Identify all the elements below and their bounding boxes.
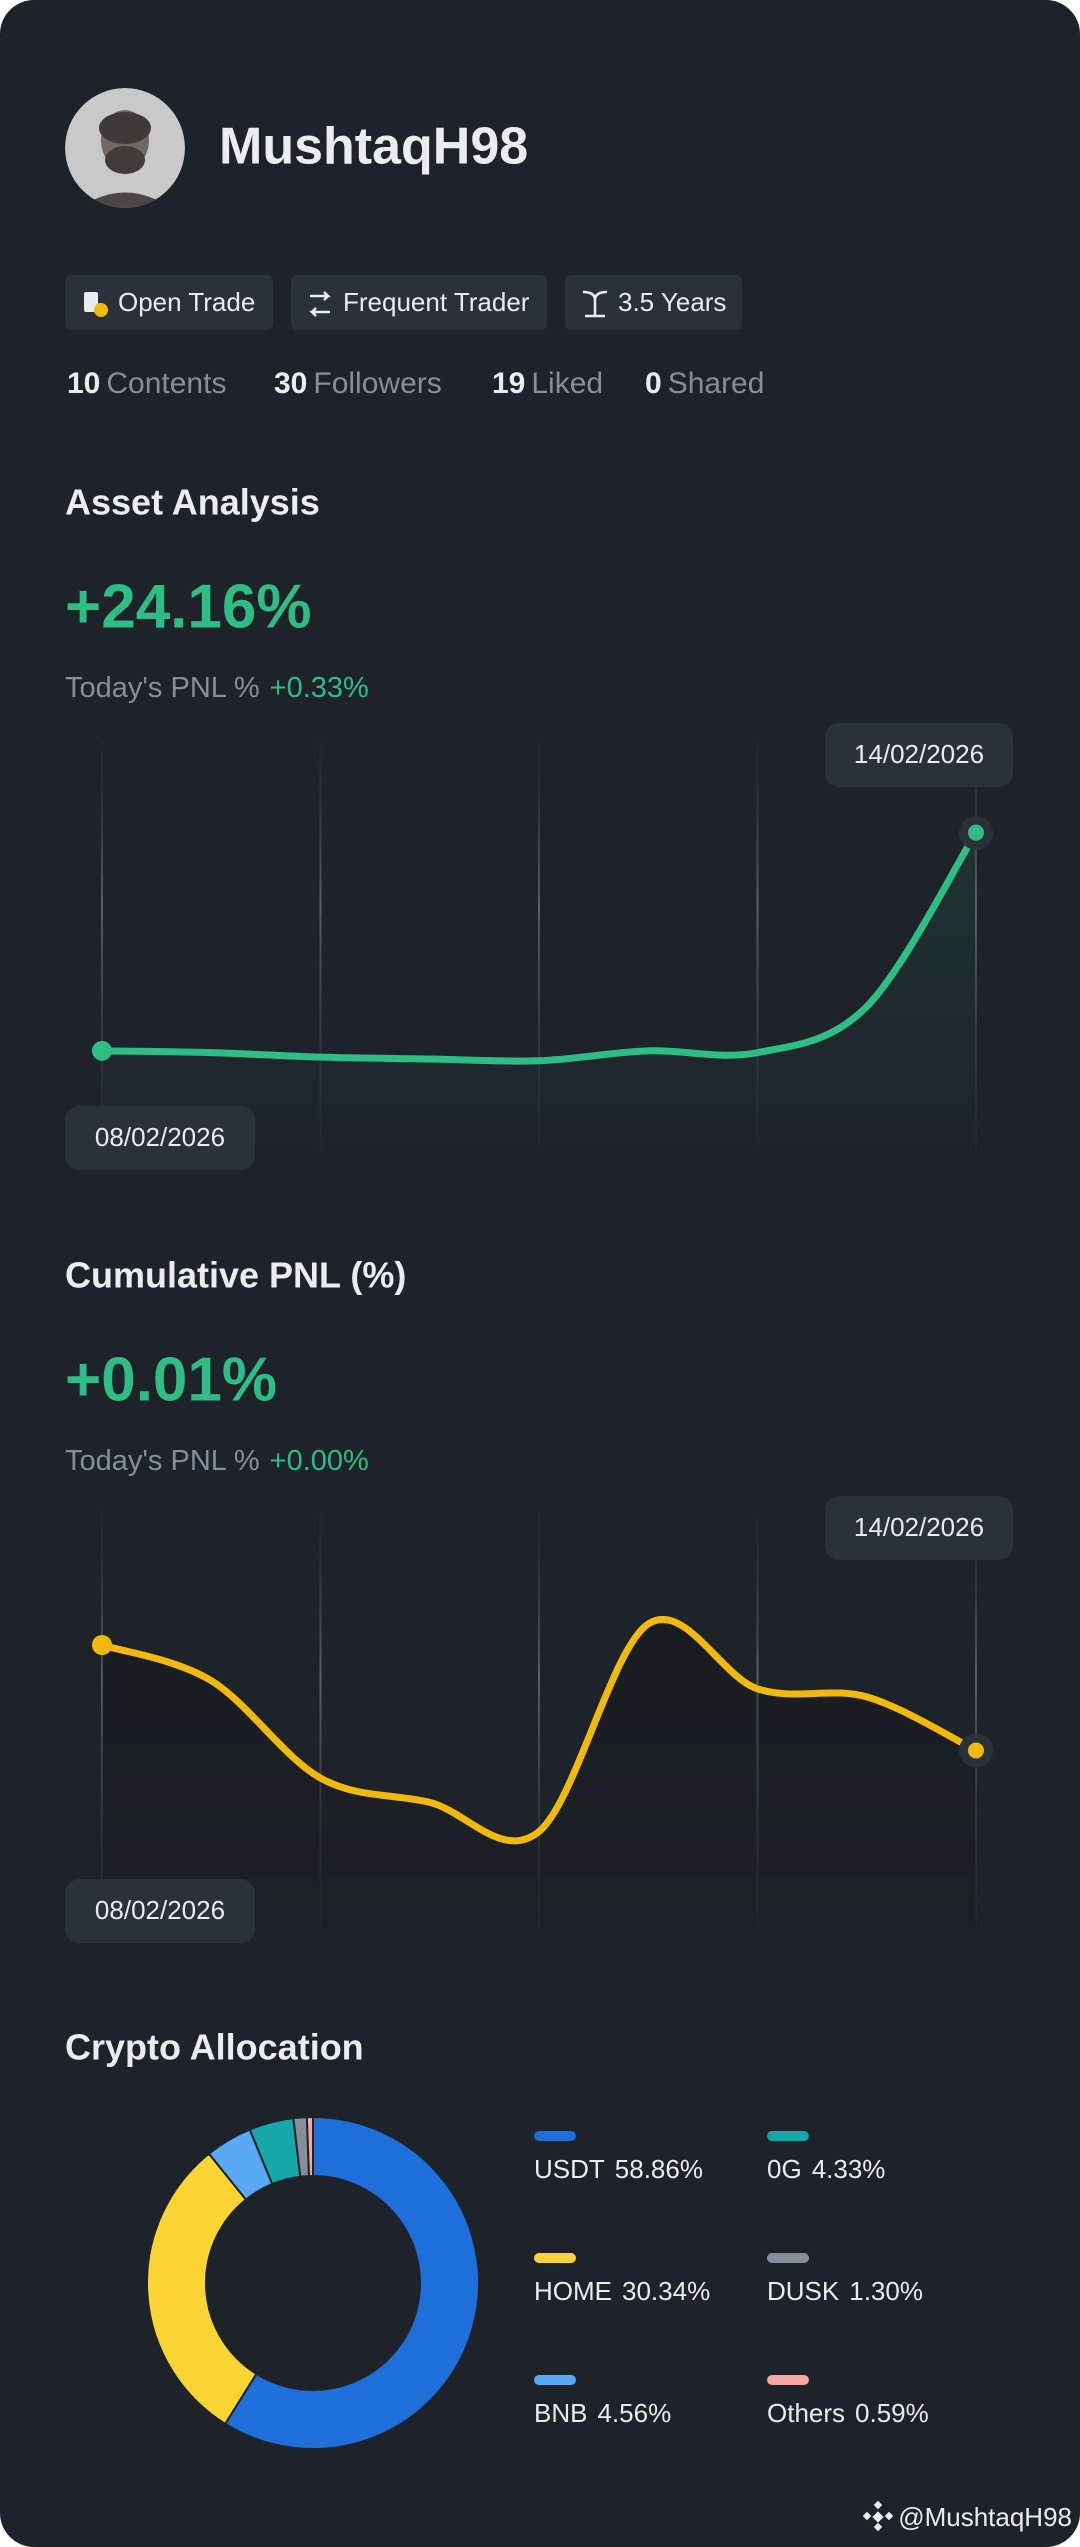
headline-value: +24.16% <box>65 572 312 641</box>
section-title: Crypto Allocation <box>65 2027 364 2068</box>
legend-name: 0G <box>767 2154 802 2184</box>
section-title: Asset Analysis <box>65 482 320 523</box>
legend-entry: HOME 30.34% <box>534 2276 710 2306</box>
tooltip-date: 14/02/2026 <box>854 739 984 769</box>
avatar <box>65 88 185 208</box>
todays-pnl: Today's PNL % +0.33% <box>65 672 369 704</box>
tag: 3.5 Years <box>565 275 742 330</box>
stat-count: 19 <box>492 367 525 400</box>
legend-value: 30.34% <box>622 2276 710 2306</box>
headline-value: +0.01% <box>65 1345 277 1414</box>
tooltip-date: 08/02/2026 <box>95 1122 225 1152</box>
tooltip-box <box>825 1496 1013 1560</box>
line <box>98 1615 980 1845</box>
legend-name: DUSK <box>767 2276 840 2306</box>
stat-count: 30 <box>274 367 307 400</box>
stat: 0 Shared <box>645 367 764 400</box>
stat-count: 0 <box>645 367 662 400</box>
pnl-value: +0.00% <box>270 1445 369 1477</box>
section-title: Cumulative PNL (%) <box>65 1255 406 1296</box>
legend-swatch <box>534 2375 576 2385</box>
legend-swatch <box>767 2253 809 2263</box>
tooltip-date: 08/02/2026 <box>95 1895 225 1925</box>
grid-line <box>538 739 540 1153</box>
footer-logo <box>862 2500 894 2532</box>
tooltip-box <box>65 1106 255 1170</box>
legend-entry: Others 0.59% <box>767 2398 929 2428</box>
pnl-label: Today's PNL % <box>65 1445 260 1477</box>
stat-label: Shared <box>668 367 765 400</box>
legend-name: HOME <box>534 2276 612 2306</box>
stat-label: Liked <box>531 367 603 400</box>
legend-name: USDT <box>534 2154 605 2184</box>
legend-value: 1.30% <box>849 2276 923 2306</box>
legend-entry: BNB 4.56% <box>534 2398 671 2428</box>
legend-name: Others <box>767 2398 845 2428</box>
legend-value: 58.86% <box>615 2154 703 2184</box>
grid-line <box>538 1510 540 1929</box>
donut-segment <box>305 2115 314 2178</box>
legend-swatch <box>534 2131 576 2141</box>
footer-handle: @MushtaqH98 <box>898 2502 1072 2532</box>
start-point <box>92 1040 112 1061</box>
grid-line <box>319 739 322 1153</box>
stat-label: Followers <box>313 367 441 400</box>
legend-entry: USDT 58.86% <box>534 2154 703 2184</box>
legend-swatch <box>767 2375 809 2385</box>
tooltip-box <box>65 1879 255 1943</box>
grid-line <box>101 739 103 1153</box>
legend-name: BNB <box>534 2398 587 2428</box>
tooltip-box <box>825 723 1013 787</box>
tag: Open Trade <box>65 275 273 330</box>
legend-entry: DUSK 1.30% <box>767 2276 923 2306</box>
legend-value: 0.59% <box>855 2398 929 2428</box>
line-area <box>102 1619 976 1929</box>
stat-label: Contents <box>106 367 226 400</box>
donut-segment <box>223 2115 480 2450</box>
pnl-value: +0.33% <box>270 672 369 704</box>
grid-line <box>975 1510 977 1929</box>
legend-entry: 0G 4.33% <box>767 2154 885 2184</box>
pnl-label: Today's PNL % <box>65 672 260 704</box>
legend-swatch <box>767 2131 809 2141</box>
date-tooltip: 14/02/2026 <box>825 723 1013 787</box>
stat: 30 Followers <box>274 367 442 400</box>
tag: Frequent Trader <box>291 275 547 330</box>
tooltip-date: 14/02/2026 <box>854 1512 984 1542</box>
grid-line <box>756 739 759 1153</box>
stat: 19 Liked <box>492 367 603 400</box>
legend-value: 4.33% <box>812 2154 886 2184</box>
date-tooltip: 08/02/2026 <box>65 1879 255 1943</box>
user-name: MushtaqH98 <box>219 118 528 176</box>
stat-count: 10 <box>67 367 100 400</box>
donut-segment <box>146 2152 258 2426</box>
end-point <box>968 1742 984 1759</box>
start-point <box>92 1635 112 1655</box>
legend-value: 4.56% <box>597 2398 671 2428</box>
line <box>98 829 980 1065</box>
grid-line <box>319 1510 322 1929</box>
line-area <box>102 832 976 1153</box>
date-tooltip: 14/02/2026 <box>825 1496 1013 1560</box>
tag-label: 3.5 Years <box>618 287 726 317</box>
date-tooltip: 08/02/2026 <box>65 1106 255 1170</box>
legend-swatch <box>534 2253 576 2263</box>
stat: 10 Contents <box>67 367 226 400</box>
end-point <box>968 824 984 841</box>
todays-pnl: Today's PNL % +0.00% <box>65 1445 369 1477</box>
tag-label: Open Trade <box>118 287 255 317</box>
tag-label: Frequent Trader <box>343 287 530 317</box>
